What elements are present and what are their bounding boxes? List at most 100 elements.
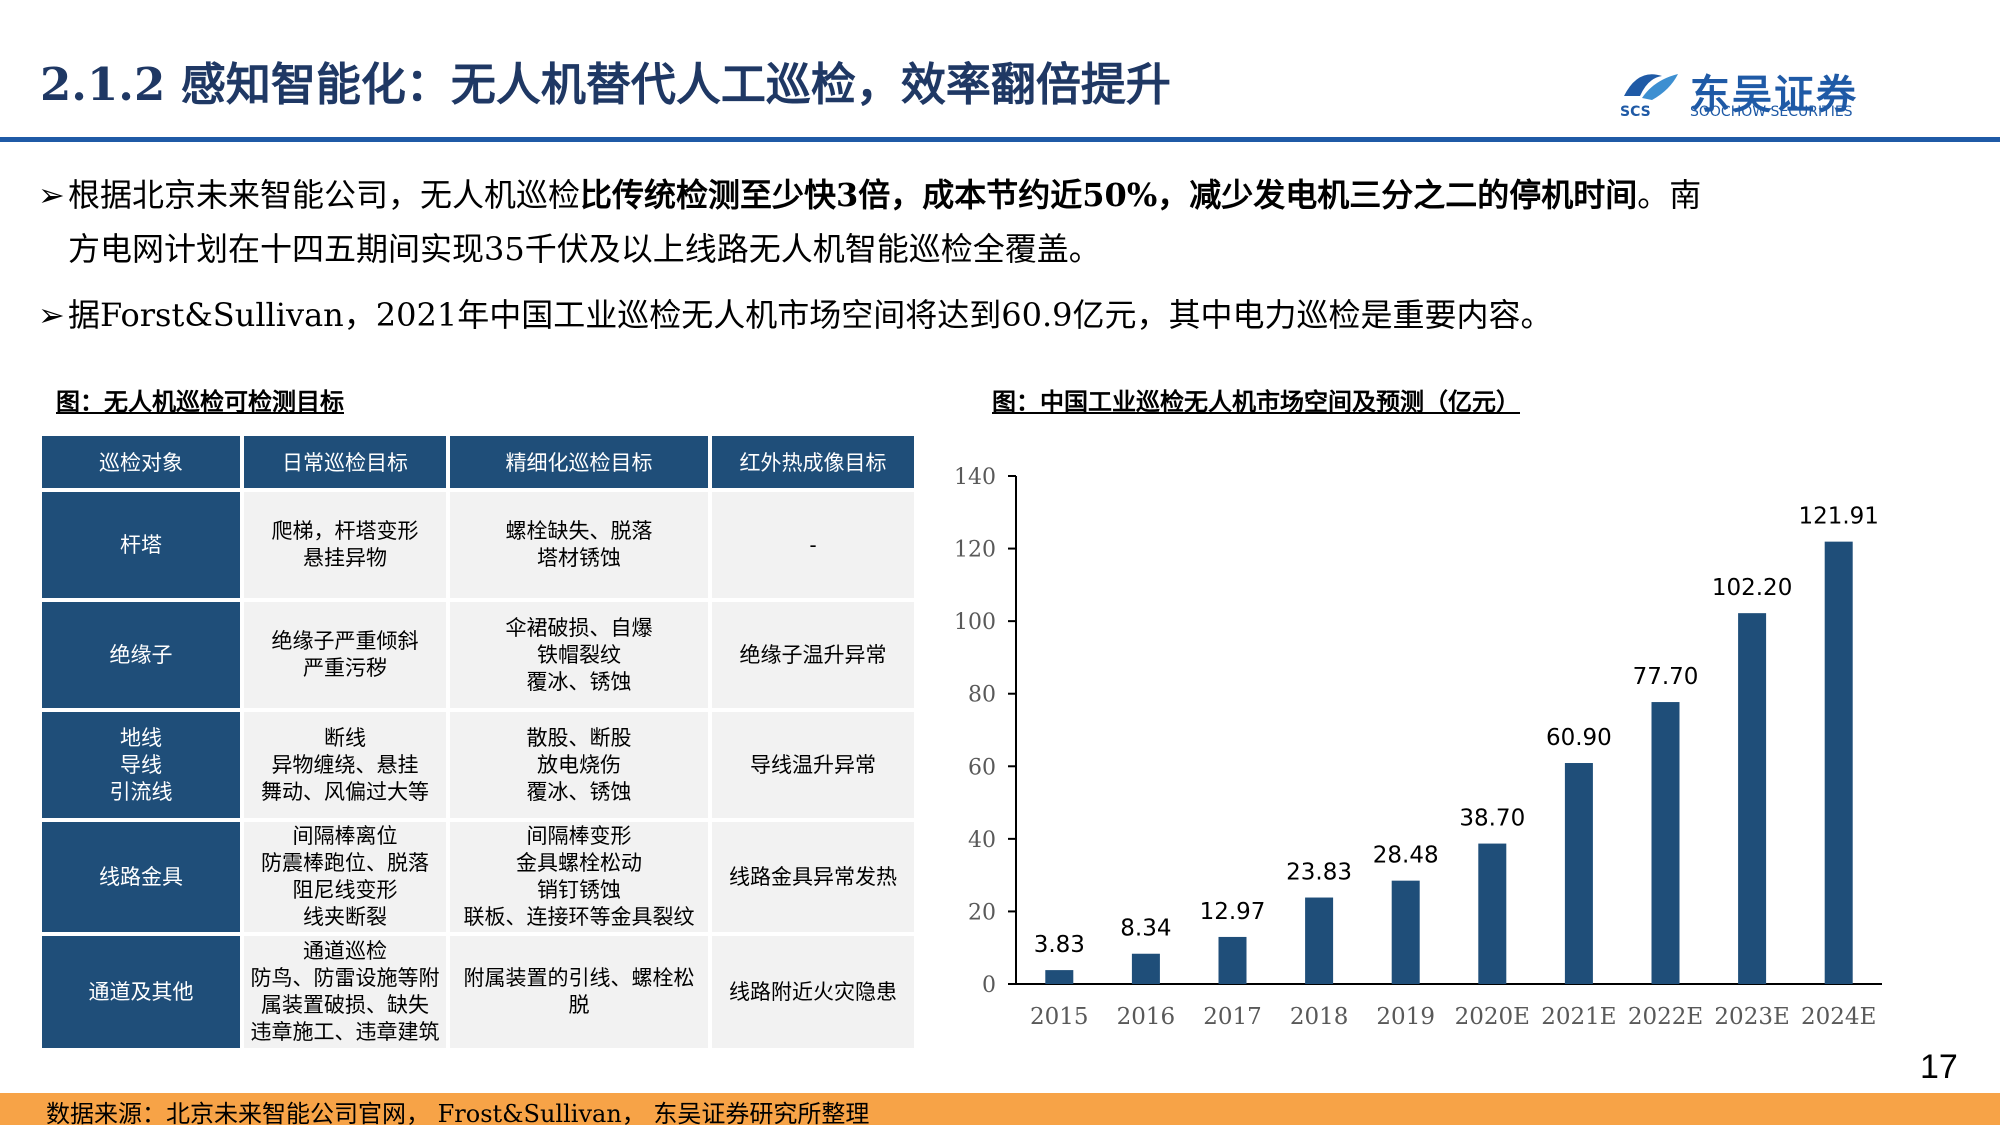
data-label: 60.90 bbox=[1546, 725, 1612, 751]
cell-line: 覆冰、锈蚀 bbox=[526, 779, 632, 804]
y-tick-label: 120 bbox=[954, 538, 996, 563]
x-tick-label: 2017 bbox=[1203, 1004, 1262, 1030]
y-tick-label: 60 bbox=[968, 755, 996, 780]
cell-line: 塔材锈蚀 bbox=[537, 546, 621, 570]
cell-line: 线夹断裂 bbox=[303, 905, 387, 929]
inspection-targets-table: 巡检对象 日常巡检目标 精细化巡检目标 红外热成像目标 杆塔 爬梯，杆塔变形 悬挂异… bbox=[38, 432, 918, 1052]
table-cell-ir: 线路附近火灾隐患 bbox=[712, 936, 914, 1048]
footer-bar: 数据来源：北京未来智能公司官网， Frost&Sullivan， 东吴证券研究所… bbox=[0, 1093, 2000, 1128]
cell-line: 间隔棒离位 bbox=[292, 824, 398, 848]
data-label: 12.97 bbox=[1200, 899, 1266, 925]
cell-line: 通道及其他 bbox=[88, 979, 194, 1004]
x-tick-label: 2021E bbox=[1541, 1004, 1616, 1030]
table-header-infrared: 红外热成像目标 bbox=[712, 436, 914, 488]
cell-line: 间隔棒变形 bbox=[526, 824, 632, 848]
logo-text-cn: 东吴证券 bbox=[1690, 72, 1858, 118]
cell-line: 脱 bbox=[568, 993, 590, 1017]
x-tick-label: 2022E bbox=[1628, 1004, 1703, 1030]
cell-line: 线路金具 bbox=[99, 864, 183, 889]
data-label: 102.20 bbox=[1712, 575, 1792, 601]
y-tick-label: 20 bbox=[968, 900, 996, 925]
cell-line: 通道巡检 bbox=[303, 939, 387, 963]
cell-line: 金具螺栓松动 bbox=[516, 851, 642, 875]
cell-line: 属装置破损、缺失 bbox=[261, 993, 429, 1017]
cell-line: 悬挂异物 bbox=[303, 546, 387, 570]
cell-line: 阻尼线变形 bbox=[292, 878, 398, 902]
header-divider bbox=[0, 137, 2000, 142]
cell-line: 防鸟、防雷设施等附 bbox=[250, 966, 440, 990]
bar-2016 bbox=[1131, 953, 1160, 984]
cell-line: 地线 bbox=[120, 725, 162, 750]
cell-line: 散股、断股 bbox=[526, 725, 632, 750]
bullet-1-text: 根据北京未来智能公司，无人机巡检 bbox=[68, 176, 581, 214]
table-row: 通道及其他 通道巡检 防鸟、防雷设施等附 属装置破损、缺失 违章施工、违章建筑 附属装置的… bbox=[42, 936, 914, 1048]
table-cell-obj: 绝缘子 bbox=[42, 602, 240, 708]
cell-line: 绝缘子 bbox=[109, 642, 173, 667]
table-row: 绝缘子 绝缘子严重倾斜 严重污秽 伞裙破损、自爆 铁帽裂纹 覆冰、锈蚀 绝缘子温升异常 bbox=[42, 602, 914, 708]
table-cell-fine: 附属装置的引线、螺栓松脱 bbox=[450, 936, 708, 1048]
table-header-fine: 精细化巡检目标 bbox=[450, 436, 708, 488]
y-tick-label: 140 bbox=[954, 465, 996, 490]
data-label: 28.48 bbox=[1373, 843, 1439, 869]
table-cell-ir: 导线温升异常 bbox=[712, 712, 914, 818]
cell-line: 异物缠绕、悬挂 bbox=[271, 752, 419, 777]
cell-line: 附属装置的引线、螺栓松 bbox=[463, 966, 695, 990]
x-tick-label: 2018 bbox=[1290, 1004, 1349, 1030]
x-tick-label: 2016 bbox=[1117, 1004, 1176, 1030]
y-tick-label: 0 bbox=[982, 973, 996, 998]
cell-line: 螺栓缺失、脱落 bbox=[505, 519, 653, 543]
table-cell-obj: 地线 导线 引流线 bbox=[42, 712, 240, 818]
data-label: 77.70 bbox=[1633, 664, 1699, 690]
bar-2018 bbox=[1305, 897, 1334, 984]
bar-2023E bbox=[1738, 613, 1767, 984]
table-cell-fine: 伞裙破损、自爆 铁帽裂纹 覆冰、锈蚀 bbox=[450, 602, 708, 708]
data-label: 23.83 bbox=[1286, 860, 1352, 886]
table-header-object: 巡检对象 bbox=[42, 436, 240, 488]
cell-line: 爬梯，杆塔变形 bbox=[271, 519, 419, 543]
cell-line: 铁帽裂纹 bbox=[537, 642, 621, 667]
x-tick-label: 2023E bbox=[1714, 1004, 1789, 1030]
table-cell-ir: 线路金具异常发热 bbox=[712, 822, 914, 932]
bullet-1-text-end: 。南 bbox=[1637, 176, 1702, 214]
cell-line: 舞动、风偏过大等 bbox=[261, 779, 429, 804]
bar-2020E bbox=[1478, 843, 1507, 984]
cell-line: 杆塔 bbox=[120, 532, 162, 557]
logo-mark-icon bbox=[1624, 74, 1678, 100]
table-cell-daily: 通道巡检防鸟、防雷设施等附 属装置破损、缺失 违章施工、违章建筑 bbox=[244, 936, 446, 1048]
y-tick-label: 40 bbox=[968, 828, 996, 853]
cell-line: 断线 bbox=[324, 725, 366, 750]
logo-mark-text: SCS bbox=[1620, 104, 1651, 120]
cell-line: 防震棒跑位、脱落 bbox=[261, 851, 429, 875]
company-logo: 东吴证券 SCS SOOCHOW SECURITIES bbox=[1618, 66, 1898, 120]
cell-line: 绝缘子严重倾斜 bbox=[271, 629, 419, 653]
chart-caption: 图：中国工业巡检无人机市场空间及预测（亿元） bbox=[992, 387, 1520, 416]
data-label: 38.70 bbox=[1459, 806, 1525, 832]
bar-2015 bbox=[1045, 970, 1074, 984]
data-source-text: 数据来源：北京未来智能公司官网， Frost&Sullivan， 东吴证券研究所… bbox=[46, 1100, 870, 1128]
x-tick-label: 2019 bbox=[1376, 1004, 1435, 1030]
data-label: 121.91 bbox=[1798, 504, 1878, 530]
market-size-bar-chart: 0 20 40 60 80 100 120 140 3.83 2015 8.34 2016 12.97 2… bbox=[954, 465, 1882, 1030]
page-number: 17 bbox=[1920, 1048, 1958, 1086]
cell-line: 线路金具异常发热 bbox=[729, 864, 897, 889]
bar-2022E bbox=[1651, 702, 1680, 984]
table-row: 地线 导线 引流线 断线 异物缠绕、悬挂 舞动、风偏过大等 散股、断股 放电烧伤 覆冰、锈蚀 导线… bbox=[42, 712, 914, 818]
cell-line: 引流线 bbox=[109, 779, 173, 804]
x-tick-label: 2015 bbox=[1030, 1004, 1089, 1030]
page-title: 2.1.2 感知智能化：无人机替代人工巡检，效率翻倍提升 bbox=[40, 58, 1171, 111]
table-cell-daily: 断线 异物缠绕、悬挂 舞动、风偏过大等 bbox=[244, 712, 446, 818]
cell-line: 违章施工、违章建筑 bbox=[250, 1020, 440, 1044]
table-caption: 图：无人机巡检可检测目标 bbox=[56, 387, 344, 416]
table-cell-obj: 线路金具 bbox=[42, 822, 240, 932]
table-cell-obj: 杆塔 bbox=[42, 492, 240, 598]
table-cell-fine: 散股、断股 放电烧伤 覆冰、锈蚀 bbox=[450, 712, 708, 818]
table-cell-ir: - bbox=[712, 492, 914, 598]
cell-line: 伞裙破损、自爆 bbox=[505, 615, 653, 640]
data-label: 3.83 bbox=[1034, 932, 1085, 958]
logo-text-en: SOOCHOW SECURITIES bbox=[1690, 104, 1853, 120]
bar-2019 bbox=[1391, 880, 1420, 984]
cell-line: 绝缘子温升异常 bbox=[739, 642, 887, 667]
bullet-1-bold-text: 比传统检测至少快3倍，成本节约近50%，减少发电机三分之二的停机时间 bbox=[580, 176, 1638, 214]
data-label: 8.34 bbox=[1120, 916, 1171, 942]
cell-line: 线路附近火灾隐患 bbox=[729, 979, 897, 1004]
